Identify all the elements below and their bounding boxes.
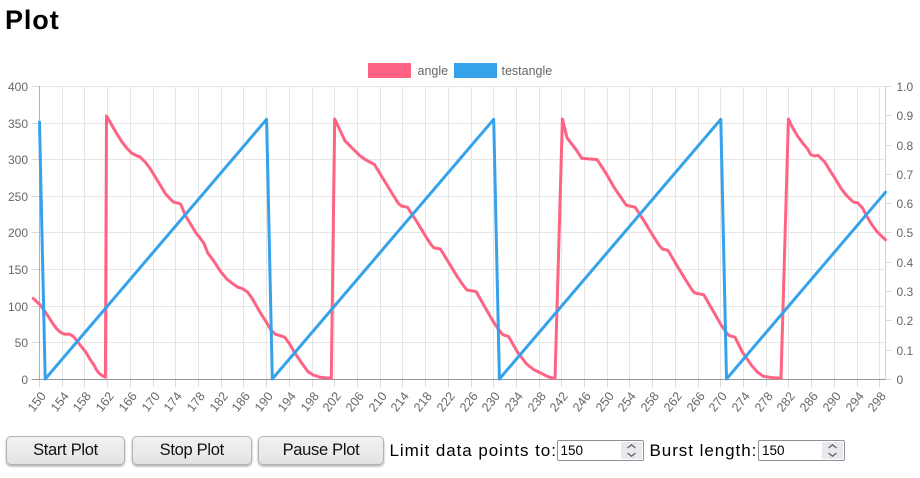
svg-text:210: 210 [366, 389, 390, 414]
svg-text:300: 300 [8, 153, 28, 167]
svg-text:270: 270 [706, 389, 730, 414]
svg-text:246: 246 [570, 389, 594, 414]
svg-text:158: 158 [70, 389, 94, 414]
svg-text:testangle: testangle [502, 64, 553, 78]
svg-text:angle: angle [418, 64, 449, 78]
svg-text:278: 278 [752, 389, 776, 414]
svg-text:242: 242 [547, 389, 571, 414]
svg-text:214: 214 [388, 389, 412, 414]
svg-text:262: 262 [661, 389, 685, 414]
svg-text:174: 174 [161, 389, 185, 414]
svg-text:1.0: 1.0 [897, 80, 914, 94]
svg-text:198: 198 [298, 389, 322, 414]
svg-text:194: 194 [275, 389, 299, 414]
svg-text:0.8: 0.8 [897, 139, 914, 153]
svg-text:154: 154 [48, 389, 72, 414]
svg-text:0.9: 0.9 [897, 109, 914, 123]
svg-text:218: 218 [411, 389, 435, 414]
svg-text:250: 250 [8, 190, 28, 204]
svg-text:100: 100 [8, 300, 28, 314]
svg-text:286: 286 [797, 389, 821, 414]
svg-text:0.2: 0.2 [897, 314, 914, 328]
svg-text:150: 150 [25, 389, 49, 414]
svg-text:258: 258 [638, 389, 662, 414]
svg-text:0.4: 0.4 [897, 256, 914, 270]
svg-text:254: 254 [615, 389, 639, 414]
svg-text:170: 170 [139, 389, 163, 414]
svg-text:0.3: 0.3 [897, 285, 914, 299]
svg-text:0.6: 0.6 [897, 197, 914, 211]
svg-text:200: 200 [8, 226, 28, 240]
svg-text:274: 274 [729, 389, 753, 414]
svg-text:238: 238 [525, 389, 549, 414]
svg-text:250: 250 [593, 389, 617, 414]
svg-text:162: 162 [93, 389, 117, 414]
svg-text:0: 0 [21, 373, 28, 387]
svg-text:350: 350 [8, 117, 28, 131]
svg-text:400: 400 [8, 80, 28, 94]
svg-text:178: 178 [184, 389, 208, 414]
svg-text:202: 202 [320, 389, 344, 414]
svg-text:0.5: 0.5 [897, 226, 914, 240]
svg-text:186: 186 [229, 389, 253, 414]
svg-text:0.7: 0.7 [897, 168, 914, 182]
svg-text:0: 0 [897, 373, 904, 387]
svg-text:206: 206 [343, 389, 367, 414]
svg-text:266: 266 [684, 389, 708, 414]
svg-text:166: 166 [116, 389, 140, 414]
svg-text:190: 190 [252, 389, 276, 414]
svg-text:230: 230 [479, 389, 503, 414]
svg-text:282: 282 [774, 389, 798, 414]
svg-text:0.1: 0.1 [897, 344, 914, 358]
svg-text:234: 234 [502, 389, 526, 414]
svg-text:182: 182 [207, 389, 231, 414]
svg-text:290: 290 [820, 389, 844, 414]
svg-text:298: 298 [865, 389, 889, 414]
svg-text:222: 222 [434, 389, 458, 414]
svg-text:50: 50 [15, 336, 29, 350]
svg-text:150: 150 [8, 263, 28, 277]
svg-text:294: 294 [843, 389, 867, 414]
svg-text:226: 226 [457, 389, 481, 414]
